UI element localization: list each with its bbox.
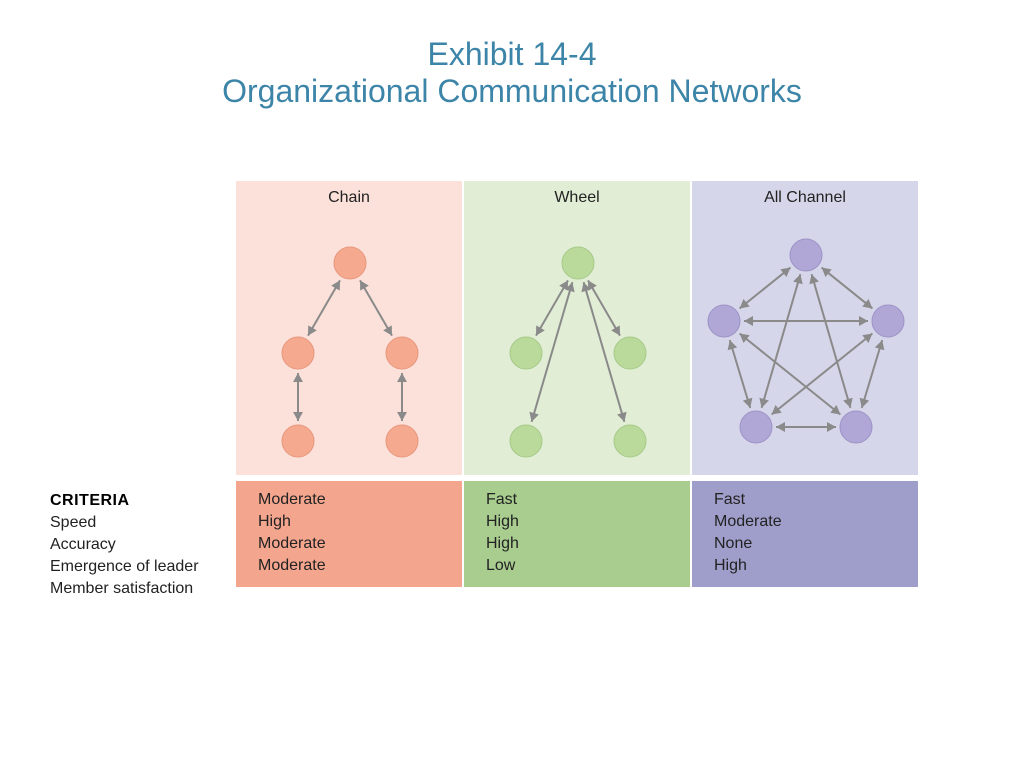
ratings-wheel: Fast High High Low: [463, 480, 691, 588]
network-svg-allchannel: [692, 215, 920, 475]
criteria-label-accuracy: Accuracy: [50, 534, 199, 556]
panel-header-allchannel: All Channel: [692, 181, 918, 215]
criteria-label-speed: Speed: [50, 512, 199, 534]
network-panels-row: Chain Wheel All Channel: [235, 180, 970, 476]
rating-chain-satisfaction: Moderate: [258, 555, 462, 577]
network-svg-chain: [236, 215, 464, 475]
title-line-2: Organizational Communication Networks: [0, 73, 1024, 110]
criteria-values-row: Moderate High Moderate Moderate Fast Hig…: [235, 480, 970, 588]
rating-chain-accuracy: High: [258, 511, 462, 533]
criteria-heading: CRITERIA: [50, 492, 199, 510]
panel-wheel: Wheel: [463, 180, 691, 476]
rating-all-accuracy: Moderate: [714, 511, 918, 533]
rating-wheel-accuracy: High: [486, 511, 690, 533]
rating-all-speed: Fast: [714, 489, 918, 511]
network-svg-wheel: [464, 215, 692, 475]
panel-header-wheel: Wheel: [464, 181, 690, 215]
panel-header-chain: Chain: [236, 181, 462, 215]
rating-wheel-leader: High: [486, 533, 690, 555]
title-line-1: Exhibit 14-4: [0, 36, 1024, 73]
rating-chain-leader: Moderate: [258, 533, 462, 555]
rating-all-satisfaction: High: [714, 555, 918, 577]
panel-allchannel: All Channel: [691, 180, 919, 476]
rating-chain-speed: Moderate: [258, 489, 462, 511]
criteria-labels: CRITERIA Speed Accuracy Emergence of lea…: [50, 492, 199, 600]
figure: Chain Wheel All Channel CRITERIA Speed A…: [50, 180, 970, 588]
rating-all-leader: None: [714, 533, 918, 555]
rating-wheel-satisfaction: Low: [486, 555, 690, 577]
ratings-allchannel: Fast Moderate None High: [691, 480, 919, 588]
criteria-label-satisfaction: Member satisfaction: [50, 578, 199, 600]
panel-chain: Chain: [235, 180, 463, 476]
criteria-label-leader: Emergence of leader: [50, 556, 199, 578]
rating-wheel-speed: Fast: [486, 489, 690, 511]
ratings-chain: Moderate High Moderate Moderate: [235, 480, 463, 588]
title-block: Exhibit 14-4 Organizational Communicatio…: [0, 0, 1024, 110]
